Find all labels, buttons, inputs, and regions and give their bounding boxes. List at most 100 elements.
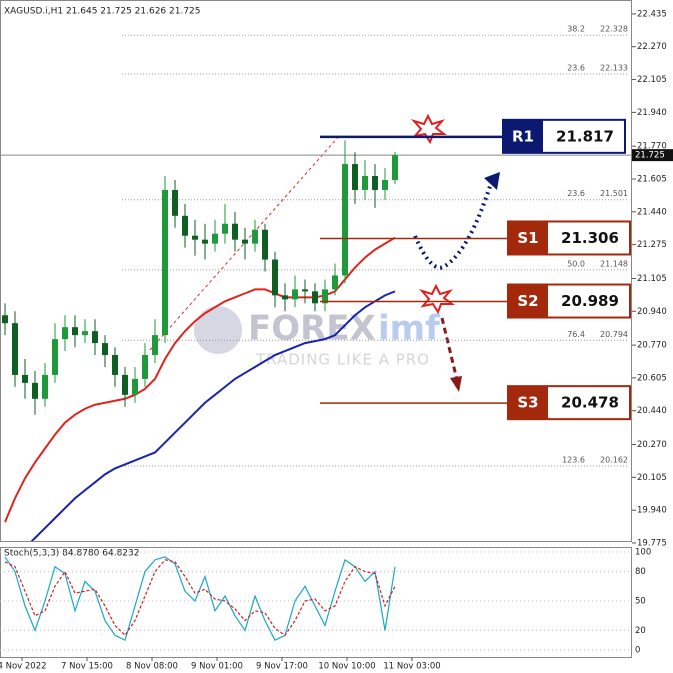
y-tick-label: 19.775: [637, 538, 667, 548]
x-tick-label: 9 Nov 01:00: [191, 662, 243, 672]
candle-body: [12, 323, 18, 375]
osc-tick-label: 0: [635, 646, 640, 656]
candle-body: [132, 378, 138, 395]
candle-body: [282, 295, 288, 300]
arrowhead: [450, 376, 462, 392]
candle-body: [72, 327, 78, 336]
candle-body: [252, 229, 258, 244]
level-tag: [508, 284, 548, 318]
y-tick-label: 20.770: [637, 341, 667, 351]
oscillator-frame: [0, 547, 632, 658]
level-value: 20.478: [561, 394, 619, 412]
fib-price: 22.328: [600, 25, 628, 34]
candle-body: [122, 374, 128, 395]
current-price-label: 21.725: [635, 151, 665, 161]
candle-body: [212, 233, 218, 244]
candle-body: [362, 176, 368, 190]
level-value: 20.989: [561, 292, 619, 310]
osc-tick-label: 50: [635, 597, 646, 607]
watermark: FOREX imf TRADING LIKE A PRO: [194, 306, 441, 369]
candle-body: [262, 229, 268, 260]
level-tag: [508, 221, 548, 255]
oscillator-line: [4, 556, 396, 642]
x-tick-label: 8 Nov 08:00: [126, 662, 178, 672]
candle-body: [322, 289, 328, 304]
y-tick-label: 19.940: [637, 506, 667, 516]
level-name: S3: [517, 394, 538, 412]
candle-body: [172, 189, 178, 216]
candle-body: [202, 239, 208, 244]
level-name: R1: [512, 127, 534, 145]
y-tick-label: 20.105: [637, 473, 667, 483]
candle-body: [192, 235, 198, 240]
fib-price: 21.148: [600, 259, 628, 268]
y-tick-label: 20.440: [637, 406, 667, 416]
osc-tick-label: 20: [635, 626, 646, 636]
candle-body: [142, 355, 148, 379]
level-value: 21.817: [556, 127, 614, 145]
candle-body: [292, 289, 298, 300]
y-tick-label: 21.105: [637, 274, 667, 284]
x-tick-label: 11 Nov 03:00: [383, 662, 440, 672]
current-price-box: [632, 149, 673, 162]
arrowhead: [484, 172, 500, 190]
fib-price: 22.133: [600, 63, 628, 72]
y-tick-label: 21.275: [637, 240, 667, 250]
fib-level: 123.6: [562, 456, 585, 465]
watermark-suffix: imf: [378, 309, 441, 349]
x-tick-label: 9 Nov 17:00: [256, 662, 308, 672]
candle-body: [312, 291, 318, 304]
y-tick-label: 21.940: [637, 108, 667, 118]
candle-body: [102, 343, 108, 356]
level-value: 21.306: [561, 229, 619, 247]
x-tick-label: 10 Nov 10:00: [318, 662, 375, 672]
oscillator-line: [4, 559, 396, 637]
candle-body: [112, 355, 118, 375]
candle-body: [242, 239, 248, 244]
candle-body: [52, 339, 58, 375]
x-tick-label: 4 Nov 2022: [0, 662, 47, 672]
level-tag: [508, 386, 548, 420]
fib-level: 76.4: [567, 330, 585, 339]
candle-body: [92, 331, 98, 344]
candle-body: [272, 259, 278, 296]
candle-body: [182, 215, 188, 236]
candle-body: [62, 327, 68, 340]
breakout-star: [418, 283, 455, 315]
candle-body: [352, 164, 358, 190]
candle-body: [382, 180, 388, 190]
candle-body: [42, 374, 48, 399]
x-tick-label: 7 Nov 15:00: [61, 662, 113, 672]
moving-average: [4, 236, 396, 523]
fib-price: 21.501: [600, 189, 628, 198]
candle-body: [152, 335, 158, 356]
candle-body: [162, 189, 168, 336]
candle-body: [22, 374, 28, 383]
up-scenario-arrow: [413, 179, 494, 270]
fib-level: 23.6: [567, 63, 585, 72]
y-tick-label: 22.270: [637, 42, 667, 52]
y-tick-label: 20.940: [637, 307, 667, 317]
candle-body: [2, 315, 8, 324]
candle-body: [82, 331, 88, 336]
candle-body: [342, 164, 348, 276]
y-tick-label: 20.605: [637, 373, 667, 383]
oscillator-title: Stoch(5,3,3) 84.8780 64.8232: [4, 549, 139, 559]
candle-body: [392, 155, 398, 180]
fib-level: 38.2: [567, 25, 585, 34]
candle-body: [332, 275, 338, 290]
fib-level: 50.0: [567, 259, 585, 268]
osc-tick-label: 80: [635, 567, 646, 577]
candle-body: [32, 382, 38, 399]
level-name: S1: [517, 229, 538, 247]
moving-average: [30, 290, 396, 541]
candle-body: [222, 223, 228, 234]
osc-tick-label: 100: [635, 548, 651, 558]
watermark-tagline: TRADING LIKE A PRO: [255, 351, 430, 369]
y-tick-label: 21.770: [637, 142, 667, 152]
candle-body: [372, 176, 378, 190]
candle-body: [302, 289, 308, 292]
breakout-star: [410, 113, 447, 145]
watermark-logo: [194, 306, 242, 354]
